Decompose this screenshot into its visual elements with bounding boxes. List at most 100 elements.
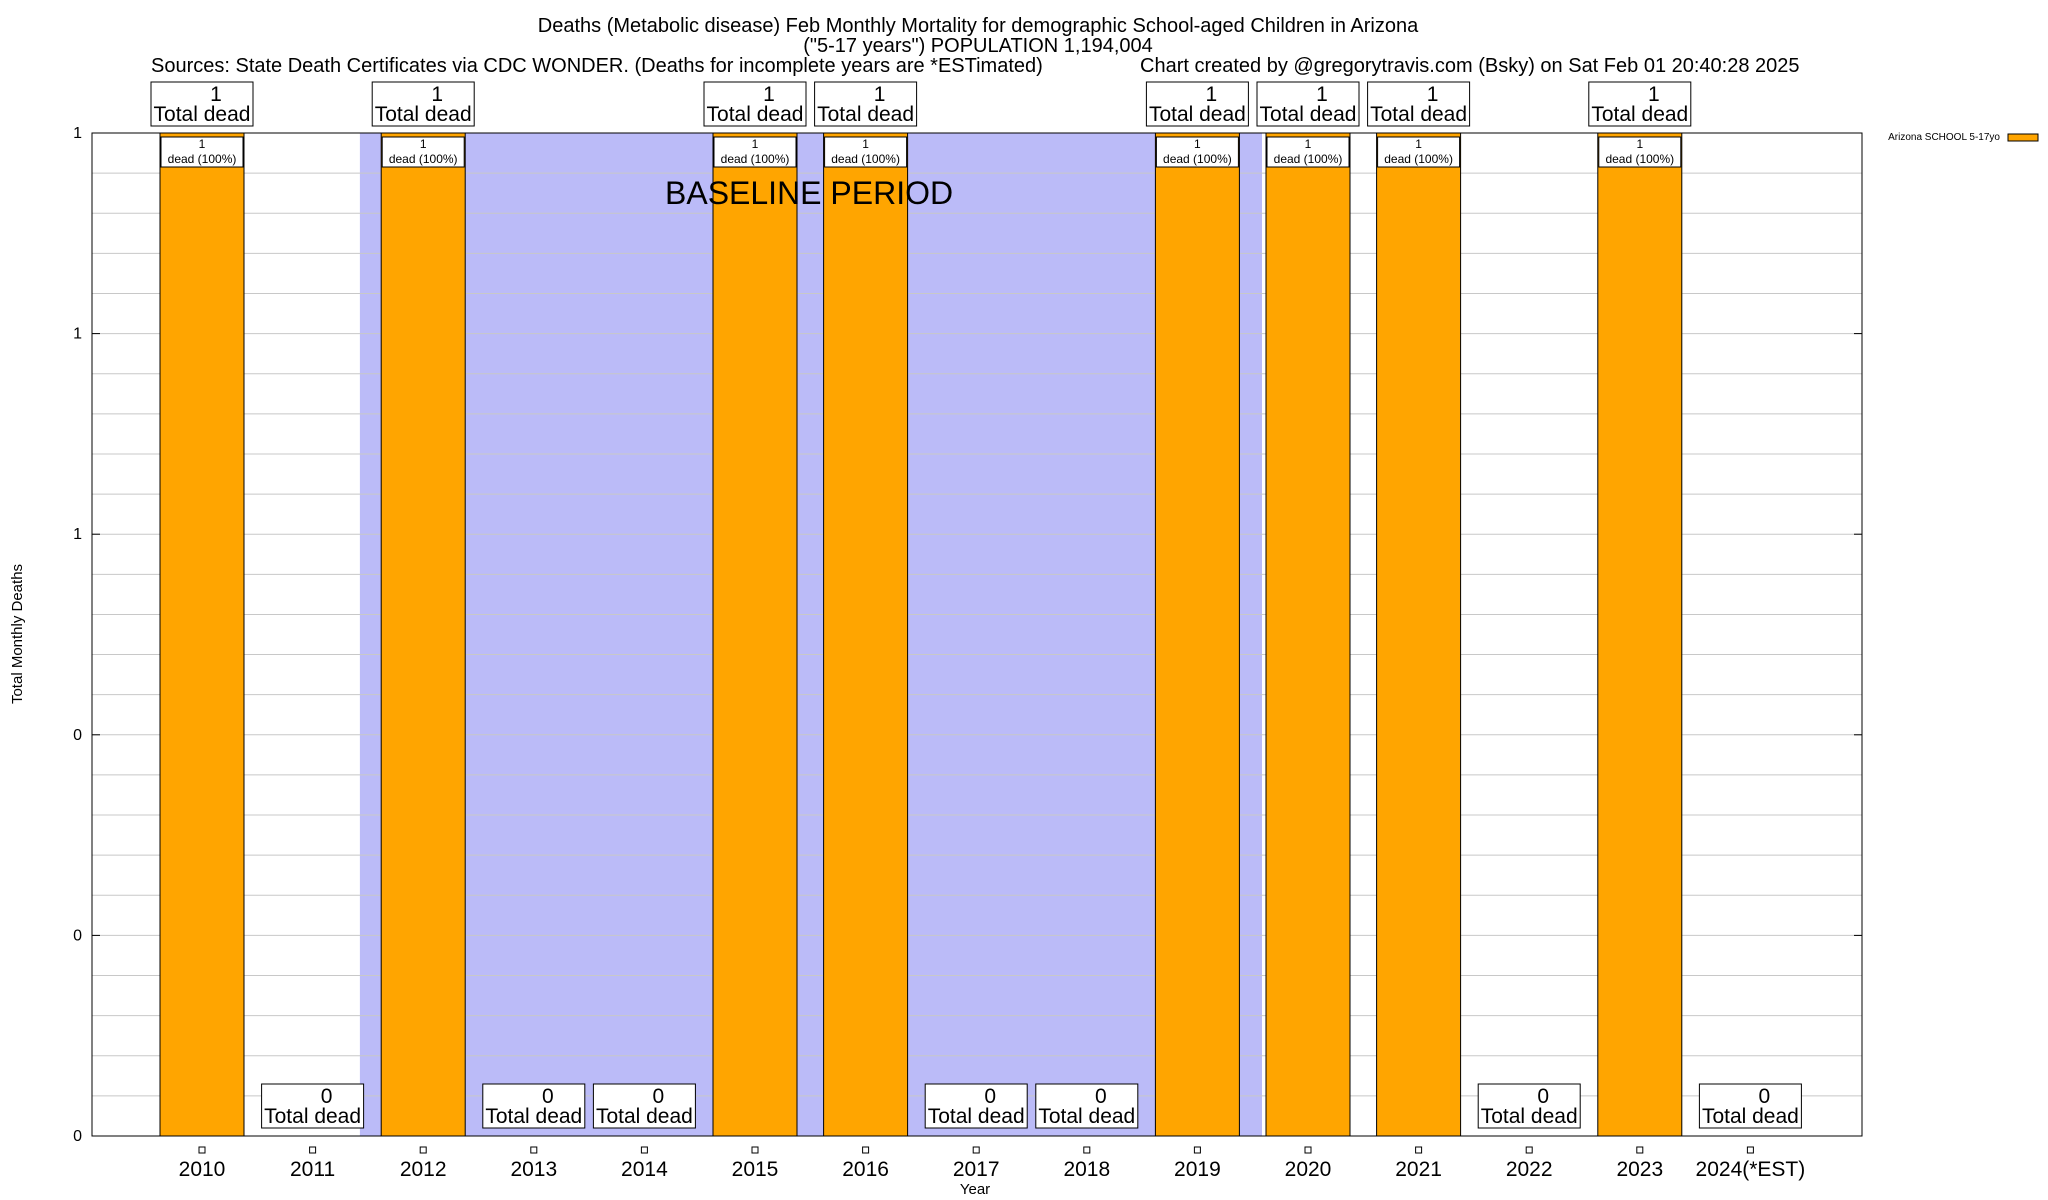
legend-series-name: Arizona SCHOOL 5-17yo xyxy=(1888,132,2000,143)
bar-inner-label-box xyxy=(1598,136,1682,168)
x-tick-label: 2023 xyxy=(1616,1158,1663,1181)
total-label-box xyxy=(1477,1083,1581,1129)
total-label: Total dead xyxy=(154,103,251,126)
total-label-box xyxy=(592,1083,696,1129)
x-tick-label: 2010 xyxy=(179,1158,226,1181)
x-tick-marker xyxy=(1525,1146,1533,1154)
chart-subtitle: ("5-17 years") POPULATION 1,194,004 xyxy=(803,35,1153,57)
total-label-box xyxy=(261,1083,365,1129)
axis-layer: 0 0 0 1 1 1 2010 2011 2012 2013 2014 2015 2016 2017 20… xyxy=(73,125,1862,1181)
bar-inner-value: 1 xyxy=(420,137,427,151)
bar-inner-label: dead (100%) xyxy=(389,152,458,166)
bar-inner-label: dead (100%) xyxy=(1274,152,1343,166)
bar xyxy=(1154,132,1240,1137)
total-label-box xyxy=(1145,81,1249,127)
total-value: 0 xyxy=(321,1085,333,1108)
total-value: 0 xyxy=(653,1085,665,1108)
bar-inner-label-box xyxy=(713,136,797,168)
total-label-box xyxy=(1256,81,1360,127)
total-value: 1 xyxy=(1206,83,1218,106)
y-tick-label: 0 xyxy=(73,927,82,944)
bar-inner-label: dead (100%) xyxy=(1163,152,1232,166)
total-label-box xyxy=(1698,1083,1802,1129)
total-label: Total dead xyxy=(707,103,804,126)
chart-title: Deaths (Metabolic disease) Feb Monthly M… xyxy=(538,15,1419,37)
x-tick-marker xyxy=(972,1146,980,1154)
total-value: 1 xyxy=(874,83,886,106)
total-label-box xyxy=(703,81,807,127)
x-tick-marker xyxy=(1083,1146,1091,1154)
bar-inner-label-box xyxy=(824,136,908,168)
baseline-shade-layer xyxy=(359,133,1262,1136)
total-value: 1 xyxy=(1648,83,1660,106)
bar xyxy=(1597,132,1683,1137)
baseline-period-label: BASELINE PERIOD xyxy=(665,175,953,211)
total-label: Total dead xyxy=(1591,103,1688,126)
bar xyxy=(1265,132,1351,1137)
y-tick-label: 1 xyxy=(73,326,82,343)
bar-inner-label-box xyxy=(1266,136,1350,168)
total-value: 1 xyxy=(1316,83,1328,106)
total-label-box xyxy=(1588,81,1692,127)
total-label-box xyxy=(1035,1083,1139,1129)
total-label: Total dead xyxy=(264,1105,361,1128)
x-tick-marker xyxy=(309,1146,317,1154)
bar-inner-value: 1 xyxy=(1305,137,1312,151)
x-tick-marker xyxy=(1193,1146,1201,1154)
bar-inner-label: dead (100%) xyxy=(168,152,237,166)
x-tick-marker xyxy=(862,1146,870,1154)
x-tick-label: 2019 xyxy=(1174,1158,1221,1181)
total-label-box xyxy=(924,1083,1028,1129)
total-value: 0 xyxy=(1759,1085,1771,1108)
bar xyxy=(1376,132,1462,1137)
bar-inner-label: dead (100%) xyxy=(1605,152,1674,166)
x-tick-marker xyxy=(198,1146,206,1154)
x-tick-marker xyxy=(751,1146,759,1154)
y-tick-label: 1 xyxy=(73,526,82,543)
x-tick-label: 2014 xyxy=(621,1158,668,1181)
credit-note: Chart created by @gregorytravis.com (Bsk… xyxy=(1140,55,1800,77)
x-tick-label: 2020 xyxy=(1285,1158,1332,1181)
total-value: 0 xyxy=(984,1085,996,1108)
bar xyxy=(159,132,245,1137)
bar xyxy=(712,132,798,1137)
total-label-box xyxy=(1367,81,1471,127)
total-value: 1 xyxy=(431,83,443,106)
y-tick-label: 0 xyxy=(73,727,82,744)
total-label-box xyxy=(371,81,475,127)
x-tick-label: 2012 xyxy=(400,1158,447,1181)
legend: Arizona SCHOOL 5-17yo xyxy=(1888,132,2039,143)
bar-inner-value: 1 xyxy=(1636,137,1643,151)
total-label: Total dead xyxy=(928,1105,1025,1128)
total-label: Total dead xyxy=(1370,103,1467,126)
plot-frame xyxy=(91,132,1863,1137)
total-label: Total dead xyxy=(1481,1105,1578,1128)
total-label: Total dead xyxy=(1038,1105,1135,1128)
legend-swatch xyxy=(2007,133,2039,142)
bar-layer xyxy=(159,132,1683,1137)
total-label: Total dead xyxy=(485,1105,582,1128)
x-tick-label: 2017 xyxy=(953,1158,1000,1181)
bar-inner-value: 1 xyxy=(1415,137,1422,151)
total-label: Total dead xyxy=(1702,1105,1799,1128)
x-tick-label: 2022 xyxy=(1506,1158,1553,1181)
total-value: 0 xyxy=(1537,1085,1549,1108)
x-tick-marker xyxy=(1636,1146,1644,1154)
y-tick-label: 0 xyxy=(73,1128,82,1145)
bar-inner-label-box xyxy=(381,136,465,168)
bar-inner-value: 1 xyxy=(752,137,759,151)
x-tick-label: 2015 xyxy=(732,1158,779,1181)
total-label: Total dead xyxy=(375,103,472,126)
total-label: Total dead xyxy=(1149,103,1246,126)
x-tick-label: 2013 xyxy=(510,1158,557,1181)
bar xyxy=(380,132,466,1137)
x-tick-label: 2011 xyxy=(290,1158,335,1181)
bar-inner-value: 1 xyxy=(1194,137,1201,151)
bar xyxy=(823,132,909,1137)
x-tick-label: 2021 xyxy=(1395,1158,1442,1181)
total-value: 0 xyxy=(542,1085,554,1108)
x-axis-label: Year xyxy=(960,1181,990,1198)
total-label-box xyxy=(150,81,254,127)
x-tick-marker xyxy=(1746,1146,1754,1154)
